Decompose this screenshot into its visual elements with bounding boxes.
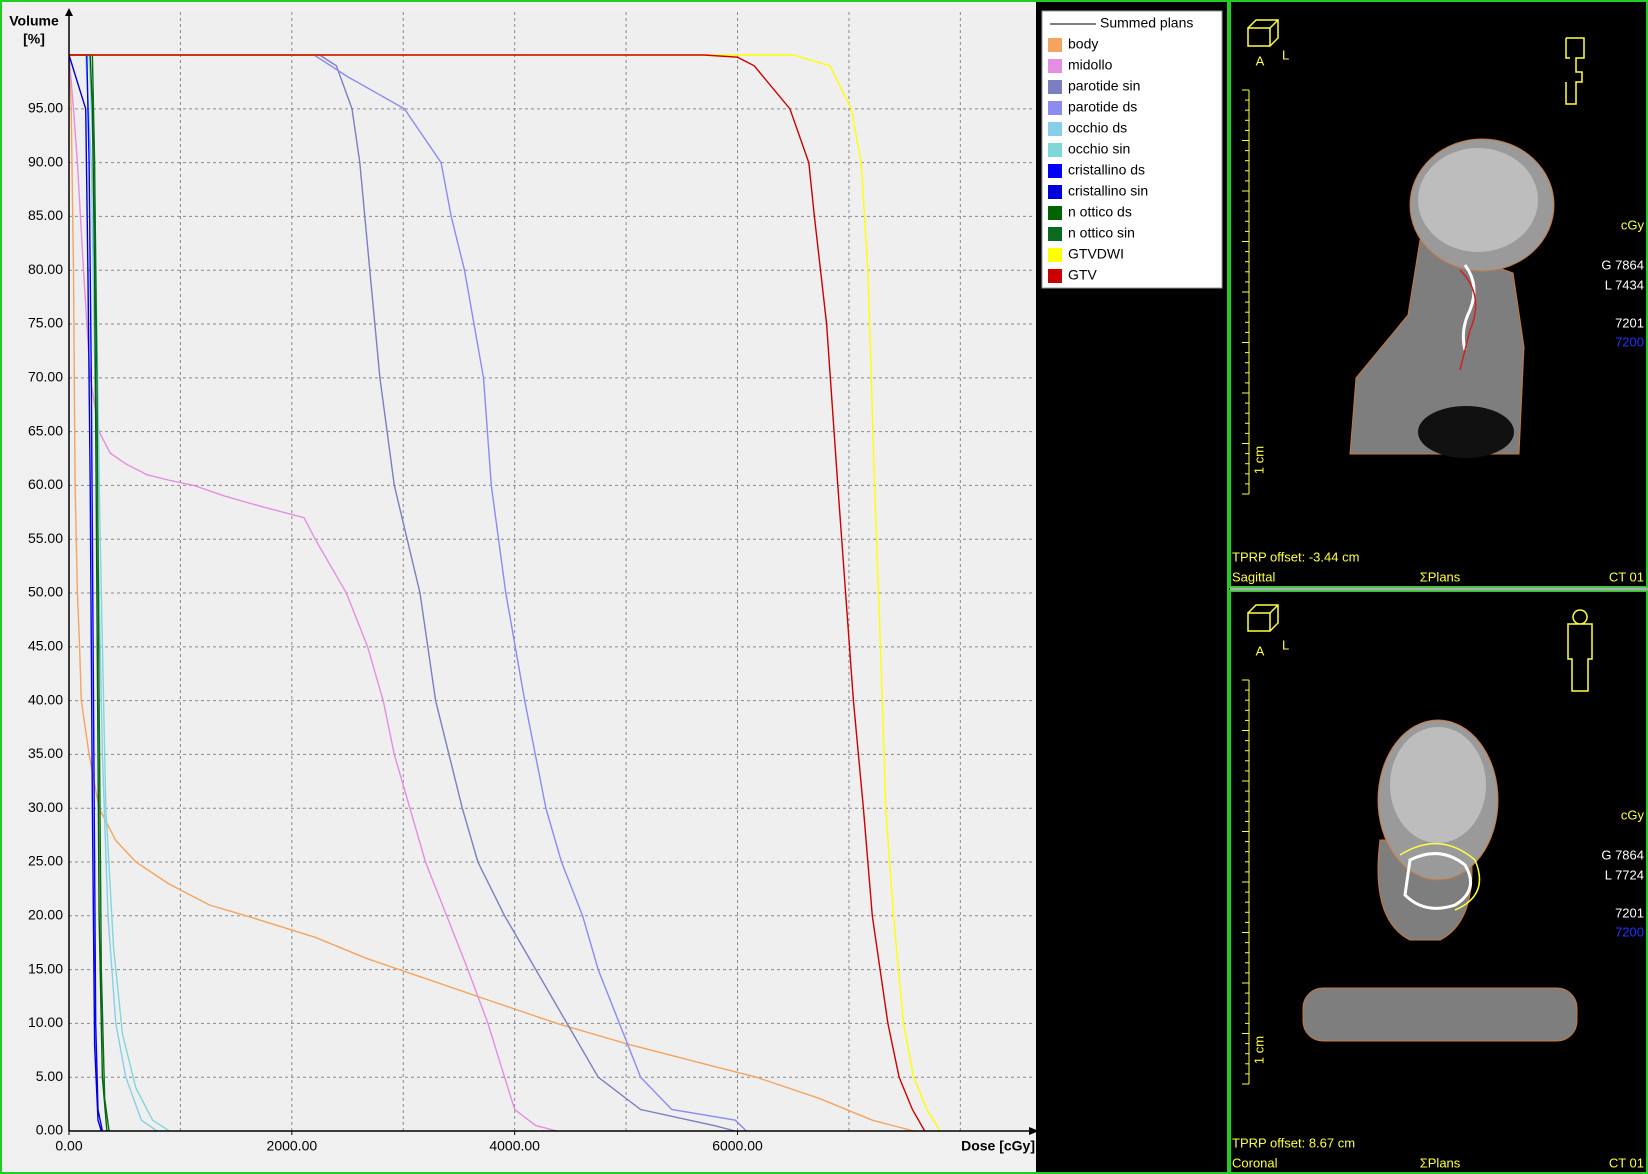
y-tick-label: 50.00 xyxy=(28,584,63,600)
y-tick-label: 85.00 xyxy=(28,207,63,223)
series-label: CT 01 xyxy=(1609,1155,1644,1170)
dose-ref: 7200 xyxy=(1615,924,1644,939)
legend-label: GTV xyxy=(1068,267,1097,283)
orientation-a: A xyxy=(1256,53,1265,68)
legend-label: midollo xyxy=(1068,57,1113,73)
window: G 7864 xyxy=(1601,847,1644,862)
y-tick-label: 20.00 xyxy=(28,907,63,923)
y-tick-label: 55.00 xyxy=(28,530,63,546)
legend-swatch xyxy=(1048,80,1062,94)
level: L 7434 xyxy=(1605,277,1644,292)
x-tick-label: 6000.00 xyxy=(712,1138,763,1154)
y-tick-label: 90.00 xyxy=(28,153,63,169)
legend-label: parotide sin xyxy=(1068,78,1140,94)
y-tick-label: 0.00 xyxy=(36,1122,63,1138)
y-tick-label: 95.00 xyxy=(28,100,63,116)
y-tick-label: 60.00 xyxy=(28,476,63,492)
x-tick-label: 4000.00 xyxy=(489,1138,540,1154)
x-tick-label: 0.00 xyxy=(55,1138,82,1154)
legend-swatch xyxy=(1048,101,1062,115)
legend-swatch xyxy=(1048,143,1062,157)
legend-swatch xyxy=(1048,248,1062,262)
y-axis-label: [%] xyxy=(23,31,45,47)
y-axis-label: Volume xyxy=(9,13,59,29)
plans: ΣPlans xyxy=(1420,1155,1461,1170)
dose-max: 7201 xyxy=(1615,905,1644,920)
legend-label: n ottico ds xyxy=(1068,204,1132,220)
y-tick-label: 5.00 xyxy=(36,1068,63,1084)
legend-label: parotide ds xyxy=(1068,99,1137,115)
y-tick-label: 45.00 xyxy=(28,638,63,654)
legend-label: cristallino ds xyxy=(1068,162,1145,178)
y-tick-label: 65.00 xyxy=(28,422,63,438)
legend-label: occhio sin xyxy=(1068,141,1130,157)
screen: 0.00 5.00 10.00 15.00 20.00 25.00 30.00 35.00 40… xyxy=(0,0,1648,1174)
y-tick-label: 75.00 xyxy=(28,315,63,331)
legend-swatch xyxy=(1048,38,1062,52)
y-tick-label: 30.00 xyxy=(28,799,63,815)
y-tick-label: 70.00 xyxy=(28,369,63,385)
legend-swatch xyxy=(1048,206,1062,220)
tprp-offset: TPRP offset: -3.44 cm xyxy=(1232,549,1359,564)
legend-swatch xyxy=(1048,185,1062,199)
legend-label: cristallino sin xyxy=(1068,183,1148,199)
plane: Sagittal xyxy=(1232,569,1275,584)
dose-ref: 7200 xyxy=(1615,334,1644,349)
legend-swatch xyxy=(1048,122,1062,136)
y-tick-label: 10.00 xyxy=(28,1014,63,1030)
series-label: CT 01 xyxy=(1609,569,1644,584)
legend-swatch xyxy=(1048,269,1062,283)
dose-unit: cGy xyxy=(1621,217,1645,232)
legend-label: occhio ds xyxy=(1068,120,1127,136)
level: L 7724 xyxy=(1605,867,1644,882)
orientation-l: L xyxy=(1282,47,1289,62)
orientation-a: A xyxy=(1256,643,1265,658)
y-tick-label: 15.00 xyxy=(28,960,63,976)
y-tick-label: 25.00 xyxy=(28,853,63,869)
dose-unit: cGy xyxy=(1621,807,1645,822)
legend-label: n ottico sin xyxy=(1068,225,1135,241)
scale-label: 1 cm xyxy=(1251,446,1266,474)
scale-label: 1 cm xyxy=(1251,1036,1266,1064)
legend-label: GTVDWI xyxy=(1068,246,1124,262)
x-tick-label: 2000.00 xyxy=(267,1138,318,1154)
orientation-l: L xyxy=(1282,637,1289,652)
window: G 7864 xyxy=(1601,257,1644,272)
plans: ΣPlans xyxy=(1420,569,1461,584)
tprp-offset: TPRP offset: 8.67 cm xyxy=(1232,1135,1355,1150)
y-tick-label: 40.00 xyxy=(28,691,63,707)
y-tick-label: 80.00 xyxy=(28,261,63,277)
dose-max: 7201 xyxy=(1615,315,1644,330)
x-axis-label: Dose [cGy] xyxy=(961,1138,1035,1154)
legend-title: Summed plans xyxy=(1100,15,1193,31)
legend-swatch xyxy=(1048,164,1062,178)
legend-label: body xyxy=(1068,36,1098,52)
legend-swatch xyxy=(1048,227,1062,241)
legend-swatch xyxy=(1048,59,1062,73)
plane: Coronal xyxy=(1232,1155,1278,1170)
plot-area xyxy=(69,12,1035,1131)
y-tick-label: 35.00 xyxy=(28,745,63,761)
